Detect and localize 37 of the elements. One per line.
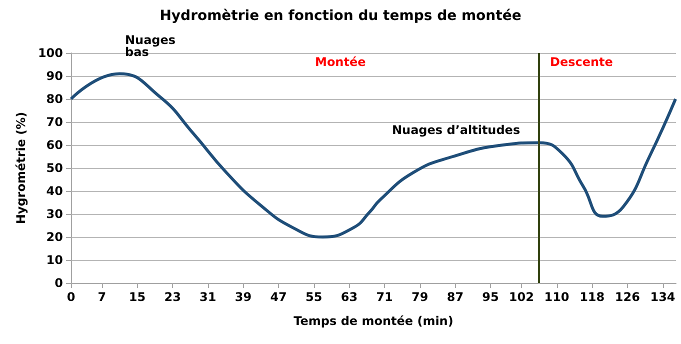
annotation: Nuages bas (125, 33, 180, 59)
y-tick-label: 90 (46, 69, 63, 83)
line-series (70, 72, 678, 238)
chart-title: Hydromètrie en fonction du temps de montée (160, 8, 522, 24)
y-tick-label: 70 (46, 115, 63, 129)
x-tick-label: 87 (446, 290, 464, 304)
annotation: Nuages d’altitudes (392, 123, 520, 137)
y-tick-label: 10 (46, 253, 63, 267)
y-axis-title: Hygrométrie (%) (14, 112, 28, 224)
y-tick-label: 60 (46, 138, 63, 152)
x-tick-label: 39 (234, 290, 252, 304)
x-axis-title: Temps de montée (min) (294, 314, 454, 328)
x-tick-label: 126 (614, 290, 640, 304)
x-tick-label: 15 (128, 290, 146, 304)
x-tick-label: 95 (482, 290, 499, 304)
y-tick-label: 20 (46, 230, 63, 244)
x-tick-label: 102 (508, 290, 534, 304)
y-tick-label: 30 (46, 207, 63, 221)
x-tick-label: 55 (306, 290, 322, 304)
y-tick-label: 100 (38, 46, 63, 60)
x-tick-label: 7 (98, 290, 106, 304)
x-tick-label: 79 (412, 290, 428, 304)
x-tick-label: 63 (340, 290, 358, 304)
x-tick-label: 0 (66, 290, 76, 304)
x-tick-label: 47 (270, 290, 287, 304)
x-tick-label: 110 (544, 290, 570, 304)
y-tick-label: 40 (46, 184, 63, 198)
y-tick-label: 80 (46, 92, 63, 106)
y-tick-label: 0 (54, 276, 63, 290)
x-tick-label: 31 (200, 290, 216, 304)
x-tick-label: 118 (580, 290, 605, 304)
y-tick-label: 50 (46, 161, 63, 175)
annotation: Montée (315, 55, 366, 69)
x-tick-label: 134 (650, 290, 676, 304)
annotation: Descente (550, 55, 613, 69)
x-tick-label: 23 (164, 290, 181, 304)
x-tick-label: 71 (376, 290, 393, 304)
